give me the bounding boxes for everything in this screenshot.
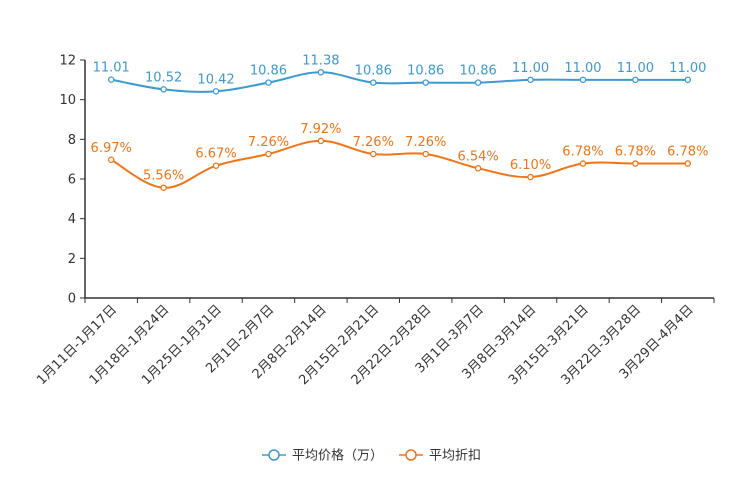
data-label: 11.00 [564, 61, 601, 76]
y-tick-label: 2 [68, 252, 76, 267]
data-label: 7.26% [248, 135, 289, 150]
data-point[interactable] [422, 79, 429, 86]
data-label: 11.01 [93, 61, 130, 76]
data-point[interactable] [160, 184, 167, 191]
series-avg-price: 11.01 10.52 10.42 10.86 11.38 10.86 10.86 10.86… [93, 53, 706, 95]
data-point[interactable] [632, 160, 639, 167]
data-point[interactable] [684, 76, 692, 84]
y-tick-label: 4 [68, 212, 76, 227]
legend-item-avg-price[interactable]: 平均价格（万） [262, 448, 383, 464]
data-point[interactable] [527, 173, 534, 181]
data-label: 6.78% [667, 145, 708, 160]
data-label: 6.54% [457, 149, 498, 164]
data-label: 6.78% [562, 145, 603, 160]
data-point[interactable] [579, 76, 587, 84]
y-tick-label: 6 [68, 173, 76, 188]
data-label: 5.56% [143, 169, 184, 184]
data-point[interactable] [160, 86, 167, 93]
data-label: 11.00 [512, 61, 549, 76]
data-point[interactable] [265, 79, 272, 86]
legend-marker-icon [268, 449, 280, 461]
data-point[interactable] [370, 150, 377, 158]
series-layer: 11.01 10.52 10.42 10.86 11.38 10.86 10.86 10.86… [91, 53, 708, 191]
data-label: 10.52 [145, 70, 182, 85]
y-tick-label: 10 [59, 93, 76, 108]
data-point[interactable] [474, 165, 482, 172]
data-label: 6.97% [91, 141, 132, 156]
data-point[interactable] [422, 150, 429, 158]
y-axis: 0 2 4 6 8 10 12 [59, 54, 86, 307]
data-label: 10.86 [250, 64, 287, 79]
data-point[interactable] [212, 88, 220, 95]
data-label: 7.92% [300, 122, 341, 137]
data-label: 11.38 [302, 53, 339, 68]
data-label: 10.86 [460, 64, 497, 79]
data-point[interactable] [527, 76, 534, 84]
legend-item-avg-discount[interactable]: 平均折扣 [399, 449, 481, 464]
y-tick-label: 12 [59, 54, 76, 69]
legend-label: 平均折扣 [429, 449, 481, 464]
series-line [111, 71, 688, 93]
legend-marker-icon [405, 449, 417, 461]
data-point[interactable] [107, 156, 115, 164]
data-label: 7.26% [405, 135, 446, 150]
data-label: 6.10% [510, 158, 551, 173]
legend-label: 平均价格（万） [292, 448, 383, 464]
data-label: 11.00 [617, 61, 654, 76]
data-label: 11.00 [669, 61, 706, 76]
data-point[interactable] [265, 150, 272, 158]
data-point[interactable] [632, 76, 639, 84]
series-avg-discount: 6.97% 5.56% 6.67% 7.26% 7.92% 7.26% 7.26% 6.54%… [91, 122, 708, 191]
data-point[interactable] [474, 79, 482, 86]
data-label: 10.86 [355, 64, 392, 79]
series-line [110, 139, 688, 189]
data-point[interactable] [684, 160, 692, 167]
data-label: 7.26% [353, 135, 394, 150]
data-point[interactable] [212, 162, 220, 169]
data-label: 10.42 [197, 72, 234, 87]
y-tick-label: 8 [68, 133, 76, 148]
data-point[interactable] [317, 69, 325, 76]
legend[interactable]: 平均价格（万） 平均折扣 [262, 448, 481, 464]
x-axis: 1月11日-1月17日1月18日-1月24日1月25日-1月31日2月1日-2月… [34, 297, 715, 388]
data-point[interactable] [107, 76, 115, 83]
data-label: 6.78% [615, 145, 656, 160]
data-point[interactable] [370, 79, 377, 86]
y-tick-label: 0 [68, 292, 76, 307]
data-label: 10.86 [407, 64, 444, 79]
data-point[interactable] [579, 160, 587, 167]
data-label: 6.67% [195, 147, 236, 162]
data-point[interactable] [317, 137, 325, 145]
